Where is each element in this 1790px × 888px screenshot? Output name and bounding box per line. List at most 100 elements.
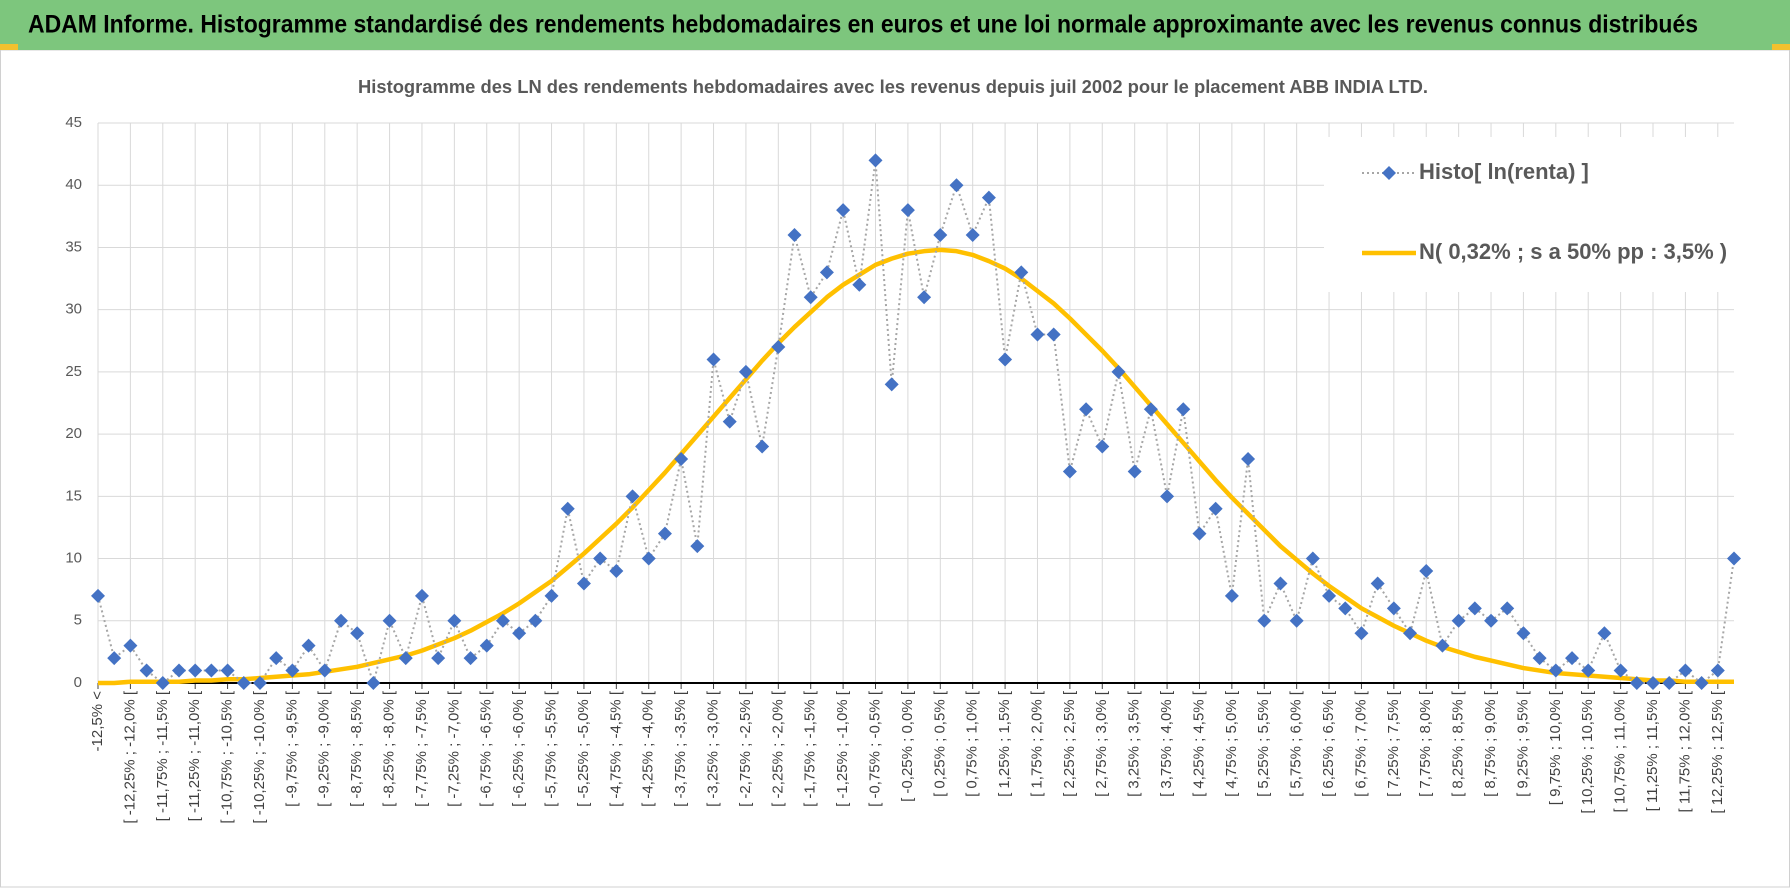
data-point	[463, 651, 478, 666]
x-tick-label: [ -1,25% ; -1,0% [	[834, 690, 851, 807]
data-point	[917, 290, 932, 305]
data-point	[787, 228, 802, 242]
x-tick-label: [ 5,25% ; 5,5% [	[1255, 690, 1272, 797]
data-point	[1111, 364, 1126, 379]
data-point	[884, 377, 899, 392]
data-point	[609, 564, 624, 578]
data-point	[447, 613, 462, 628]
data-point	[1338, 601, 1353, 616]
data-point	[1257, 613, 1272, 628]
x-tick-label: [ -8,25% ; -8,0% [	[381, 690, 398, 807]
data-point	[1143, 402, 1158, 417]
data-point	[674, 452, 689, 466]
data-point	[188, 663, 203, 678]
data-point	[576, 576, 591, 591]
data-point	[771, 340, 786, 354]
data-point	[1273, 576, 1288, 591]
x-tick-label: [ -1,75% ; -1,5% [	[802, 690, 819, 807]
y-tick-label: 10	[65, 550, 82, 567]
data-point	[657, 526, 672, 541]
data-point	[1403, 626, 1418, 641]
legend-marker	[1382, 166, 1396, 180]
data-point	[1484, 613, 1499, 628]
data-point	[949, 178, 964, 193]
data-point	[479, 638, 494, 653]
data-point	[1727, 551, 1741, 566]
x-tick-label: -12,5% <	[89, 691, 106, 752]
x-tick-label: [ -12,25% ; -12,0% [	[121, 690, 138, 823]
header-accent	[0, 44, 18, 50]
x-tick-label: [ 6,75% ; 7,0% [	[1352, 690, 1369, 797]
data-point	[382, 613, 397, 628]
x-tick-label: [ -9,25% ; -9,0% [	[316, 690, 333, 807]
data-point	[755, 439, 770, 454]
y-tick-label: 25	[65, 363, 82, 380]
data-point	[1565, 651, 1580, 666]
header-bar	[0, 0, 1790, 50]
x-tick-label: [ -10,75% ; -10,5% [	[219, 690, 236, 823]
x-tick-label: [ -3,25% ; -3,0% [	[704, 690, 721, 807]
y-tick-label: 35	[65, 238, 82, 255]
x-tick-label: [ -7,75% ; -7,5% [	[413, 690, 430, 807]
x-tick-label: [ 8,75% ; 9,0% [	[1482, 690, 1499, 797]
x-tick-label: [ 9,75% ; 10,0% [	[1547, 690, 1564, 805]
x-tick-label: [ -4,25% ; -4,0% [	[640, 690, 657, 807]
x-tick-label: [ 2,75% ; 3,0% [	[1093, 690, 1110, 797]
data-point	[1629, 676, 1644, 690]
data-point	[171, 663, 186, 678]
data-point	[350, 626, 365, 641]
x-tick-label: [ 8,25% ; 8,5% [	[1450, 690, 1467, 797]
data-point	[366, 676, 381, 690]
x-tick-label: [ 7,25% ; 7,5% [	[1385, 690, 1402, 797]
data-point	[722, 414, 737, 429]
data-point	[981, 190, 996, 205]
data-point	[933, 228, 948, 242]
legend-box	[1324, 137, 1734, 292]
data-point	[706, 352, 721, 367]
data-point	[803, 290, 818, 305]
data-point	[868, 153, 883, 168]
x-tick-label: [ -11,75% ; -11,5% [	[154, 690, 171, 821]
data-point	[1613, 663, 1628, 678]
data-point	[593, 551, 608, 566]
x-tick-label: [ 11,25% ; 11,5% [	[1644, 690, 1661, 811]
legend-label: Histo[ ln(renta) ]	[1419, 159, 1589, 184]
data-point	[641, 551, 656, 566]
data-point	[1548, 663, 1563, 678]
x-tick-label: [ 9,25% ; 9,5% [	[1514, 690, 1531, 797]
data-point	[431, 651, 446, 666]
data-point	[528, 613, 543, 628]
x-tick-label: [ -7,25% ; -7,0% [	[445, 690, 462, 807]
data-point	[123, 638, 138, 653]
data-point	[852, 277, 867, 292]
x-tick-label: [ 10,75% ; 11,0% [	[1612, 690, 1629, 812]
data-point	[1030, 327, 1045, 342]
data-point	[1597, 626, 1612, 641]
data-point	[512, 626, 527, 641]
data-point	[1694, 676, 1709, 690]
data-point	[1646, 676, 1661, 690]
data-point	[1208, 501, 1223, 516]
x-tick-label: [ -5,75% ; -5,5% [	[543, 690, 560, 807]
data-point	[690, 539, 705, 554]
x-tick-label: [ 10,25% ; 10,5% [	[1579, 690, 1596, 813]
x-tick-label: [ -2,75% ; -2,5% [	[737, 690, 754, 807]
x-tick-label: [ -8,75% ; -8,5% [	[348, 690, 365, 807]
data-point	[317, 663, 332, 678]
x-tick-label: [ 11,75% ; 12,0% [	[1676, 690, 1693, 812]
x-tick-label: [ -11,25% ; -11,0% [	[186, 690, 203, 821]
x-tick-label: [ 12,25% ; 12,5% [	[1709, 690, 1726, 813]
data-point	[1160, 489, 1175, 504]
data-point	[625, 489, 640, 504]
data-point	[819, 265, 834, 280]
data-point	[285, 663, 300, 678]
y-tick-label: 20	[65, 425, 82, 442]
data-point	[738, 364, 753, 379]
x-tick-label: [ 0,25% ; 0,5% [	[931, 690, 948, 797]
data-point	[560, 501, 575, 516]
data-point	[1289, 613, 1304, 628]
x-tick-label: [ 3,25% ; 3,5% [	[1126, 690, 1143, 797]
histogram-line	[97, 159, 1735, 684]
data-point	[998, 352, 1013, 367]
x-tick-label: [ 4,75% ; 5,0% [	[1223, 690, 1240, 797]
